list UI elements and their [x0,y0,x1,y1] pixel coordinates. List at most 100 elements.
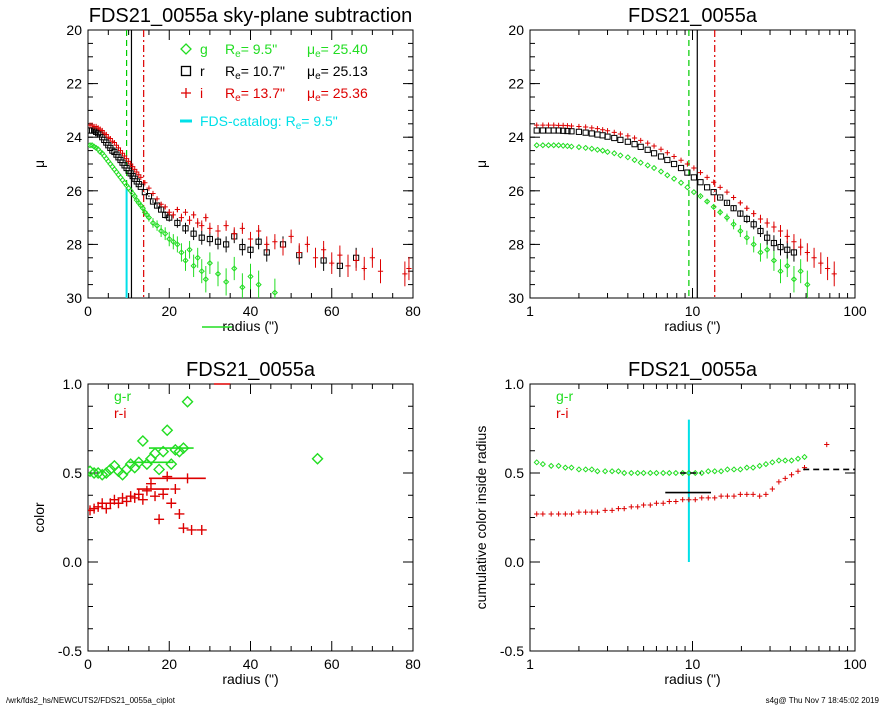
data-point [138,174,144,180]
data-point [158,489,169,500]
data-point [125,491,136,502]
data-point [560,127,567,134]
legend-marker [181,88,191,98]
data-point [239,243,246,251]
data-point [757,249,764,256]
data-point [337,252,343,258]
legend-re: Re= 10.7" [225,63,285,82]
plot-frame [529,29,856,299]
data-point [611,150,618,157]
data-point [762,460,770,468]
data-point [288,233,294,239]
x-axis-label: radius (") [222,318,278,334]
y-tick-label: 22 [508,76,524,92]
data-point [594,468,601,475]
data-point [304,241,310,247]
data-point [617,136,624,143]
data-point [795,468,801,474]
data-point [555,142,562,149]
data-point [539,142,546,149]
data-point [731,493,737,499]
data-point [113,142,120,148]
y-tick-label: 24 [508,129,524,145]
y-tick-label: 20 [508,22,524,38]
data-point [757,216,764,222]
data-point [650,150,658,157]
data-point [568,128,575,135]
data-point [801,453,808,461]
data-point [556,511,562,517]
data-point [624,138,631,145]
data-point [119,150,126,156]
data-point [191,212,197,218]
data-point [750,491,756,497]
data-point [782,475,788,481]
data-point [692,497,698,503]
data-point [784,233,790,239]
data-point [182,225,189,232]
series-r [533,127,798,262]
data-point [602,468,609,475]
plot-frame [87,383,414,652]
data-point [697,179,704,186]
data-point [670,175,678,182]
data-point [121,153,128,159]
data-point [150,190,156,197]
data-point [594,509,601,515]
data-point [198,234,205,241]
data-point [564,127,571,135]
footer-timestamp: s4g@ Thu Nov 7 18:45:02 2019 [765,696,879,705]
data-point [165,458,178,471]
data-point [582,466,589,473]
data-point [788,457,795,464]
data-point [631,135,638,141]
legend-marker [180,65,192,77]
data-point [170,484,181,495]
data-point [628,469,635,477]
data-point [705,468,712,475]
data-point [666,469,673,477]
data-point [555,462,562,469]
series-r-i [534,441,830,517]
data-point [88,467,101,479]
data-point [804,249,810,256]
data-point [744,205,750,211]
x-tick-label: 40 [243,656,259,672]
data-point [617,152,624,159]
data-layer [533,30,837,298]
x-tick-label: 20 [161,303,177,319]
series-g [88,142,278,298]
data-point [181,395,194,408]
data-point [723,199,731,206]
data-point [123,156,130,162]
data-point [128,161,134,167]
data-point [576,123,582,130]
data-point [173,445,186,458]
data-point [111,139,118,146]
data-point [673,498,679,505]
data-point [154,196,160,202]
data-point [361,265,367,272]
data-point [131,193,138,200]
data-point [214,238,222,245]
data-point [704,174,710,180]
data-point [178,215,185,221]
chart-title: FDS21_0055a sky-plane subtraction [89,5,413,27]
data-point [203,215,209,221]
data-point [794,455,802,462]
series-r [88,127,360,278]
data-point [582,129,589,136]
data-point [582,144,589,152]
y-tick-label: 28 [508,236,524,252]
data-point [533,459,540,466]
data-point [96,468,109,481]
series-g [533,142,811,298]
data-point [730,194,737,201]
legend-re: Re= 9.5" [225,41,277,60]
legend-re: Re= 13.7" [225,85,285,104]
data-point [644,146,651,153]
data-point [777,243,784,251]
data-point [223,223,229,229]
data-point [671,153,677,160]
